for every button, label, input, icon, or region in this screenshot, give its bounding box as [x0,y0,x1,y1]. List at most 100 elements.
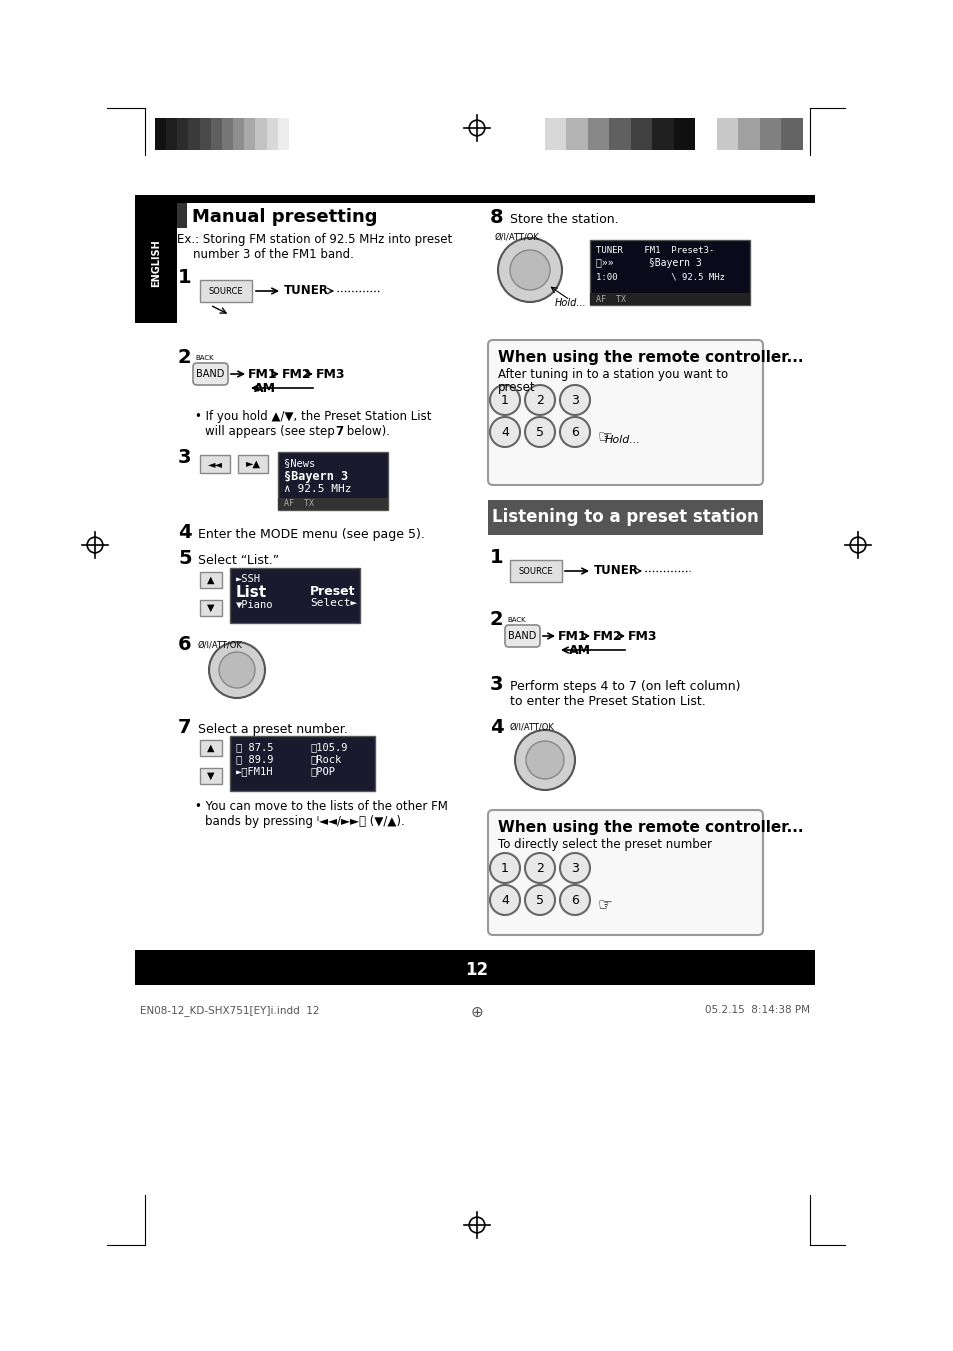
Text: BAND: BAND [195,369,224,380]
Bar [200,600,222,616]
Text: 6: 6 [571,893,578,907]
Bar [200,455,230,473]
Text: ① 87.5: ① 87.5 [235,742,274,753]
Circle shape [559,852,589,884]
Bar [200,571,222,588]
Bar [135,203,177,323]
Text: TUNER    FM1  Preset3-: TUNER FM1 Preset3- [596,246,714,255]
Circle shape [490,385,519,415]
Text: 1:00          \ 92.5 MHz: 1:00 \ 92.5 MHz [596,272,724,281]
Bar [230,736,375,790]
Circle shape [559,885,589,915]
Text: Store the station.: Store the station. [510,213,618,226]
Text: FM3: FM3 [315,367,345,381]
Bar [166,118,177,150]
Text: To directly select the preset number: To directly select the preset number [497,838,711,851]
Bar [488,500,762,535]
Text: ▼: ▼ [207,603,214,613]
Bar [135,955,814,985]
Text: 4: 4 [490,717,503,738]
Text: SOURCE: SOURCE [209,286,243,296]
Bar [222,118,233,150]
Bar [200,740,222,757]
Text: 1: 1 [500,393,508,407]
Bar [255,118,267,150]
Text: ▲: ▲ [207,576,214,585]
Text: Hold...: Hold... [604,435,640,444]
Bar [695,118,717,150]
Text: 5: 5 [536,893,543,907]
Text: 05.2.15  8:14:38 PM: 05.2.15 8:14:38 PM [704,1005,809,1015]
Text: FM2: FM2 [593,630,622,643]
Text: BAND: BAND [507,631,536,640]
Text: List: List [235,585,267,600]
Text: 3: 3 [178,449,192,467]
Bar [504,626,539,647]
Text: FM1: FM1 [248,367,277,381]
FancyBboxPatch shape [488,811,762,935]
Bar [200,767,222,784]
Text: 1: 1 [178,267,192,286]
Text: AF  TX: AF TX [284,500,314,508]
Text: ☞: ☞ [598,428,612,446]
Bar [652,118,674,150]
Text: SOURCE: SOURCE [518,566,553,576]
Bar [244,118,255,150]
Text: Listening to a preset station: Listening to a preset station [491,508,758,526]
Text: number 3 of the FM1 band.: number 3 of the FM1 band. [193,249,354,261]
Text: ② 89.9: ② 89.9 [235,754,274,765]
Text: ☞: ☞ [598,896,612,915]
Text: 2: 2 [536,393,543,407]
Circle shape [515,730,575,790]
Text: BACK: BACK [194,355,213,361]
Text: Ø/I/ATT/OK: Ø/I/ATT/OK [495,232,539,242]
Bar [289,118,300,150]
Circle shape [524,417,555,447]
Circle shape [497,238,561,303]
Text: ∧ 92.5 MHz: ∧ 92.5 MHz [284,484,351,494]
Bar [135,195,814,203]
Bar [630,118,652,150]
Bar [760,118,781,150]
Bar [587,118,609,150]
Text: TUNER: TUNER [594,565,639,577]
Text: • If you hold ▲/▼, the Preset Station List: • If you hold ▲/▼, the Preset Station Li… [194,409,431,423]
Circle shape [510,250,550,290]
Text: Select a preset number.: Select a preset number. [198,723,348,736]
Bar [237,455,268,473]
Circle shape [490,885,519,915]
Text: FM2: FM2 [282,367,312,381]
Circle shape [559,417,589,447]
Text: 6: 6 [178,635,192,654]
Text: ►⑤FM1H: ►⑤FM1H [235,766,274,775]
Circle shape [525,740,563,780]
Text: ►SSH: ►SSH [235,574,261,584]
Text: 2: 2 [178,349,192,367]
Text: bands by pressing ᑊ◄◄/►►ᑋ (▼/▲).: bands by pressing ᑊ◄◄/►►ᑋ (▼/▲). [205,815,404,828]
Text: 7: 7 [178,717,192,738]
Text: ⊕: ⊕ [470,1005,483,1020]
Text: 3: 3 [490,676,503,694]
Text: Ex.: Storing FM station of 92.5 MHz into preset: Ex.: Storing FM station of 92.5 MHz into… [177,232,452,246]
Text: Select “List.”: Select “List.” [198,554,279,567]
Bar [200,740,222,757]
Bar [233,118,245,150]
Bar [510,561,561,582]
Text: FM1: FM1 [558,630,587,643]
Circle shape [219,653,254,688]
Text: 一»»      §Bayern 3: 一»» §Bayern 3 [596,258,701,267]
Text: 12: 12 [465,961,488,979]
Text: 2: 2 [536,862,543,874]
Text: When using the remote controller...: When using the remote controller... [497,820,802,835]
Text: 6: 6 [571,426,578,439]
Bar [277,118,289,150]
Bar [200,280,252,303]
Bar [609,118,631,150]
Bar [177,203,187,228]
Circle shape [209,642,265,698]
Bar [510,561,561,582]
Text: 1: 1 [490,549,503,567]
Circle shape [559,385,589,415]
Text: ⑥POP: ⑥POP [310,766,335,775]
Bar [189,118,200,150]
